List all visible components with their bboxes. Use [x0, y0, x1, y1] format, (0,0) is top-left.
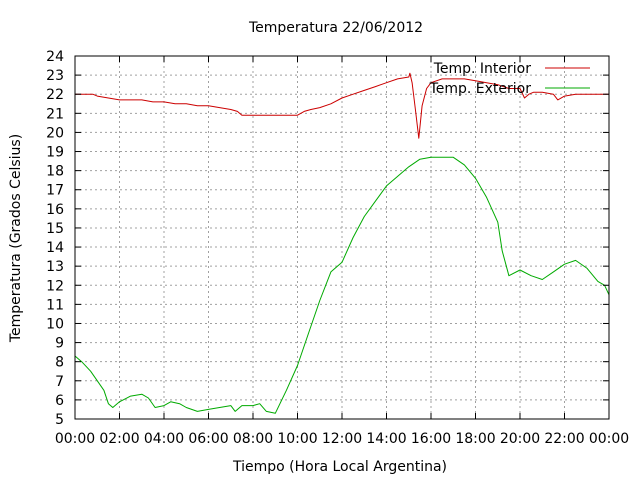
y-tick-label: 5 — [55, 412, 64, 428]
series-lines — [74, 72, 610, 414]
y-tick-label: 23 — [46, 68, 64, 84]
y-tick-label: 19 — [46, 145, 64, 161]
y-tick-label: 9 — [55, 336, 64, 352]
y-tick-label: 20 — [46, 125, 64, 141]
series-line-exterior — [74, 156, 610, 414]
x-tick-label: 22:00 — [544, 431, 584, 447]
chart-title: Temperatura 22/06/2012 — [248, 20, 423, 36]
x-tick-label: 12:00 — [322, 431, 362, 447]
x-tick-label: 20:00 — [500, 431, 540, 447]
y-tick-label: 13 — [46, 259, 64, 275]
y-tick-label: 18 — [46, 164, 64, 180]
x-axis-label: Tiempo (Hora Local Argentina) — [232, 459, 447, 475]
y-tick-label: 24 — [46, 49, 64, 65]
y-tick-label: 16 — [46, 202, 64, 218]
x-tick-label: 10:00 — [277, 431, 317, 447]
y-tick-label: 11 — [46, 297, 64, 313]
x-tick-label: 06:00 — [188, 431, 228, 447]
y-axis-label: Temperatura (Grados Celsius) — [8, 134, 24, 343]
x-tick-label: 02:00 — [99, 431, 139, 447]
x-tick-label: 04:00 — [144, 431, 184, 447]
grid — [75, 56, 609, 419]
x-tick-label: 00:00 — [55, 431, 95, 447]
x-tick-label: 08:00 — [233, 431, 273, 447]
x-tick-label: 00:00 — [589, 431, 629, 447]
series-line-interior — [75, 72, 609, 139]
y-tick-label: 22 — [46, 87, 64, 103]
x-tick-label: 18:00 — [455, 431, 495, 447]
x-tick-label: 16:00 — [411, 431, 451, 447]
legend-label-exterior: Temp. Exterior — [429, 81, 532, 97]
y-tick-label: 6 — [55, 393, 64, 409]
y-tick-label: 15 — [46, 221, 64, 237]
y-tick-label: 21 — [46, 106, 64, 122]
axis-ticks: 00:00 02:00 04:00 06:00 08:00 10:00 12:00 14:00… — [46, 49, 629, 447]
y-tick-label: 7 — [55, 374, 64, 390]
legend-label-interior: Temp. Interior — [433, 61, 532, 77]
x-tick-label: 14:00 — [366, 431, 406, 447]
y-tick-label: 10 — [46, 316, 64, 332]
y-tick-label: 8 — [55, 355, 64, 371]
y-tick-label: 12 — [46, 278, 64, 294]
y-tick-label: 17 — [46, 183, 64, 199]
y-tick-label: 14 — [46, 240, 64, 256]
legend: Temp. Interior Temp. Exterior — [429, 61, 590, 97]
